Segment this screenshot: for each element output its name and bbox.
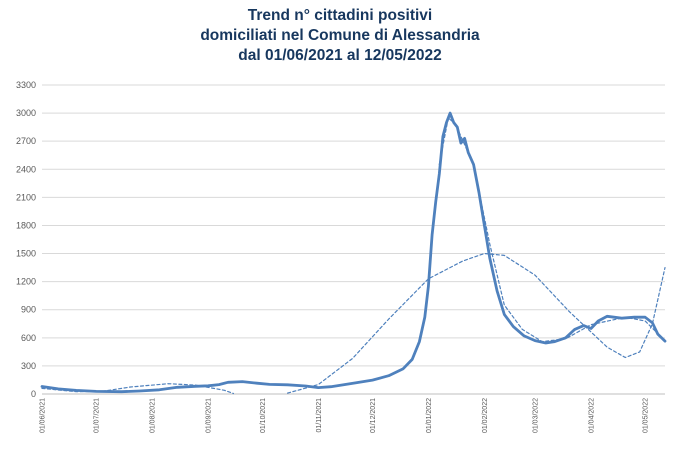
y-tick-label: 900 (21, 305, 36, 315)
y-tick-label: 2700 (16, 136, 36, 146)
y-tick-label: 2100 (16, 192, 36, 202)
y-tick-label: 3000 (16, 108, 36, 118)
trendline-3 (438, 117, 666, 343)
title-line-3: dal 01/06/2021 al 12/05/2022 (238, 47, 442, 64)
y-tick-label: 1200 (16, 277, 36, 287)
x-tick-label: 01/01/2022 (426, 398, 433, 433)
x-tick-label: 01/07/2021 (94, 398, 101, 433)
x-tick-label: 01/10/2021 (260, 398, 267, 433)
x-tick-label: 01/08/2021 (150, 398, 157, 433)
trendline-1 (41, 383, 234, 395)
trendline-2 (287, 252, 666, 394)
actual-cases-line (40, 111, 667, 394)
y-tick-label: 2400 (16, 164, 36, 174)
x-tick-label: 01/09/2021 (206, 398, 213, 433)
y-tick-label: 3300 (16, 80, 36, 90)
y-tick-label: 300 (21, 361, 36, 371)
x-tick-label: 01/03/2022 (532, 398, 539, 433)
title-line-2: domiciliati nel Comune di Alessandria (200, 27, 480, 44)
x-tick-label: 01/06/2021 (40, 398, 47, 433)
x-tick-label: 01/05/2022 (643, 398, 650, 433)
chart-title: Trend n° cittadini positivi domiciliati … (0, 6, 680, 66)
y-tick-label: 0 (31, 389, 36, 399)
y-tick-label: 600 (21, 333, 36, 343)
title-line-1: Trend n° cittadini positivi (247, 7, 433, 24)
y-tick-label: 1800 (16, 220, 36, 230)
x-tick-label: 01/04/2022 (588, 398, 595, 433)
x-tick-label: 01/02/2022 (482, 398, 489, 433)
x-tick-label: 01/11/2021 (316, 398, 323, 433)
y-tick-label: 1500 (16, 249, 36, 259)
x-tick-label: 01/12/2021 (370, 398, 377, 433)
